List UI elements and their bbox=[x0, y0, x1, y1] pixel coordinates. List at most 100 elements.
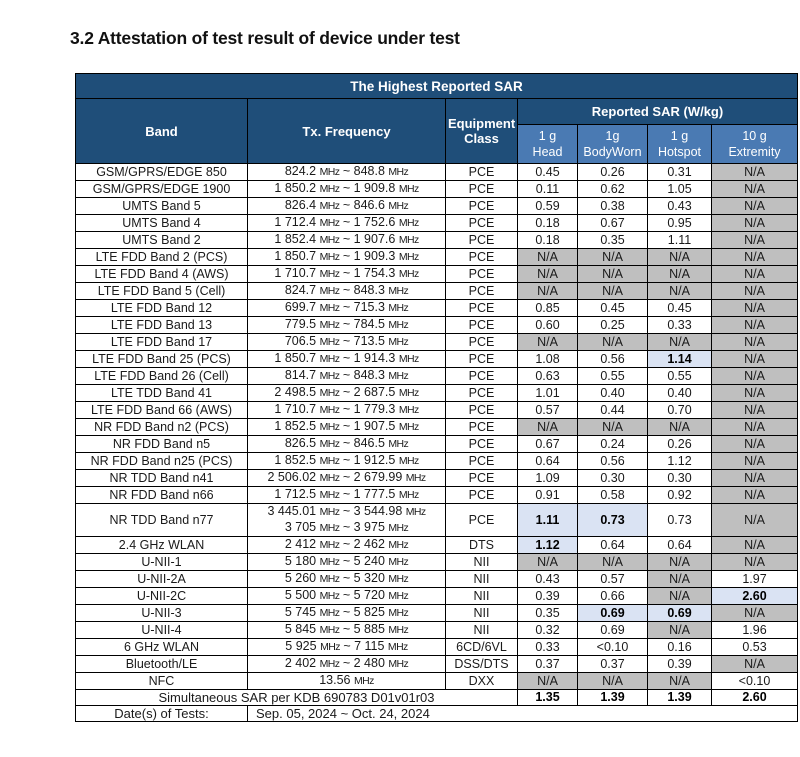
table-row: NR FDD Band n25 (PCS) 1 852.5 MHz ~ 1 912… bbox=[75, 452, 798, 470]
frequency-cell: 13.56 MHz bbox=[247, 672, 446, 690]
equipment-class-cell: PCE bbox=[445, 231, 518, 249]
sar-value-cell: 0.69 bbox=[647, 604, 712, 622]
sar-value-cell: 0.73 bbox=[577, 503, 648, 537]
frequency-cell: 2 506.02 MHz ~ 2 679.99 MHz bbox=[247, 469, 446, 487]
sar-value-cell: N/A bbox=[711, 163, 798, 181]
sar-value-cell: N/A bbox=[711, 401, 798, 419]
table-header: The Highest Reported SAR Band Tx. Freque… bbox=[75, 73, 798, 164]
frequency-line: 5 500 MHz ~ 5 720 MHz bbox=[284, 588, 409, 603]
frequency-unit: MHz bbox=[319, 421, 340, 433]
frequency-unit: MHz bbox=[319, 251, 340, 263]
sar-value-cell: 0.37 bbox=[517, 655, 578, 673]
table-row: U-NII-3 5 745 MHz ~ 5 825 MHz NII 0.35 0.69 0… bbox=[75, 604, 798, 622]
sar-value-cell: N/A bbox=[647, 621, 712, 639]
band-cell: 2.4 GHz WLAN bbox=[75, 536, 248, 554]
sar-value-cell: 0.95 bbox=[647, 214, 712, 232]
sar-value-cell: 1.11 bbox=[647, 231, 712, 249]
frequency-unit: MHz bbox=[319, 624, 340, 636]
sar-value-cell: 0.73 bbox=[647, 503, 712, 537]
sar-value-cell: N/A bbox=[711, 282, 798, 300]
frequency-unit: MHz bbox=[388, 658, 409, 670]
frequency-cell: 5 845 MHz ~ 5 885 MHz bbox=[247, 621, 446, 639]
frequency-unit: MHz bbox=[388, 200, 409, 212]
frequency-unit: MHz bbox=[319, 404, 340, 416]
frequency-line: 5 180 MHz ~ 5 240 MHz bbox=[284, 554, 409, 569]
frequency-cell: 5 260 MHz ~ 5 320 MHz bbox=[247, 570, 446, 588]
equipment-class-header: Equipment Class bbox=[445, 98, 518, 164]
frequency-cell: 1 850.7 MHz ~ 1 914.3 MHz bbox=[247, 350, 446, 368]
table-title-row: The Highest Reported SAR bbox=[75, 73, 798, 99]
sar-value-cell: N/A bbox=[647, 282, 712, 300]
sar-value-cell: 0.39 bbox=[517, 587, 578, 605]
frequency-unit: MHz bbox=[388, 624, 409, 636]
frequency-cell: 2 402 MHz ~ 2 480 MHz bbox=[247, 655, 446, 673]
sar-value-cell: N/A bbox=[647, 265, 712, 283]
sar-subheader-hotspot: 1 g Hotspot bbox=[647, 124, 712, 164]
sar-value-cell: 0.16 bbox=[647, 638, 712, 656]
equipment-class-cell: PCE bbox=[445, 384, 518, 402]
sar-value-cell: N/A bbox=[711, 350, 798, 368]
sar-value-cell: N/A bbox=[711, 503, 798, 537]
band-cell: NR FDD Band n25 (PCS) bbox=[75, 452, 248, 470]
band-cell: UMTS Band 4 bbox=[75, 214, 248, 232]
table-title: The Highest Reported SAR bbox=[75, 73, 798, 99]
sar-value-cell: 1.09 bbox=[517, 469, 578, 487]
sar-value-cell: N/A bbox=[517, 553, 578, 571]
sar-value-cell: 0.55 bbox=[577, 367, 648, 385]
frequency-unit: MHz bbox=[319, 336, 340, 348]
sar-value-cell: 0.62 bbox=[577, 180, 648, 198]
table-row: U-NII-1 5 180 MHz ~ 5 240 MHz NII N/A N/A N/A… bbox=[75, 553, 798, 571]
frequency-unit: MHz bbox=[405, 506, 426, 518]
sar-value-cell: N/A bbox=[647, 672, 712, 690]
sar-value-cell: N/A bbox=[711, 553, 798, 571]
frequency-unit: MHz bbox=[319, 166, 340, 178]
sar-value-cell: 0.64 bbox=[577, 536, 648, 554]
sar-value-cell: N/A bbox=[711, 469, 798, 487]
equipment-class-cell: PCE bbox=[445, 350, 518, 368]
frequency-cell: 3 445.01 MHz ~ 3 544.98 MHz 3 705 MHz ~ 3… bbox=[247, 503, 446, 537]
sar-value-cell: 0.57 bbox=[517, 401, 578, 419]
frequency-header: Tx. Frequency bbox=[247, 98, 446, 164]
band-cell: LTE FDD Band 17 bbox=[75, 333, 248, 351]
equipment-class-cell: PCE bbox=[445, 163, 518, 181]
frequency-unit: MHz bbox=[353, 675, 374, 687]
test-dates-value: Sep. 05, 2024 ~ Oct. 24, 2024 bbox=[247, 705, 798, 722]
table-row: LTE FDD Band 2 (PCS) 1 850.7 MHz ~ 1 909.… bbox=[75, 248, 798, 266]
sar-value-cell: N/A bbox=[711, 299, 798, 317]
sar-value-cell: 0.45 bbox=[517, 163, 578, 181]
band-cell: UMTS Band 2 bbox=[75, 231, 248, 249]
sar-value-cell: 0.67 bbox=[577, 214, 648, 232]
frequency-unit: MHz bbox=[388, 438, 409, 450]
sar-value-cell: N/A bbox=[711, 384, 798, 402]
frequency-unit: MHz bbox=[388, 556, 409, 568]
frequency-unit: MHz bbox=[319, 217, 340, 229]
frequency-unit: MHz bbox=[387, 641, 408, 653]
sar-value-cell: 0.66 bbox=[577, 587, 648, 605]
frequency-line: 1 710.7 MHz ~ 1 779.3 MHz bbox=[274, 402, 419, 417]
frequency-unit: MHz bbox=[319, 590, 340, 602]
frequency-cell: 1 710.7 MHz ~ 1 754.3 MHz bbox=[247, 265, 446, 283]
frequency-unit: MHz bbox=[319, 302, 340, 314]
table-row: NR FDD Band n2 (PCS) 1 852.5 MHz ~ 1 907.… bbox=[75, 418, 798, 436]
sar-subheader-extremity: 10 g Extremity bbox=[711, 124, 798, 164]
sar-value-cell: N/A bbox=[711, 452, 798, 470]
sar-subheader-bodyworn: 1g BodyWorn bbox=[577, 124, 648, 164]
simultaneous-sar-label: Simultaneous SAR per KDB 690783 D01v01r0… bbox=[75, 689, 518, 706]
page-title: 3.2 Attestation of test result of device… bbox=[70, 28, 460, 48]
sar-value-cell: N/A bbox=[577, 248, 648, 266]
sar-value-cell: 1.08 bbox=[517, 350, 578, 368]
sar-value-cell: N/A bbox=[577, 265, 648, 283]
sar-value-cell: 1.96 bbox=[711, 621, 798, 639]
equipment-class-cell: NII bbox=[445, 587, 518, 605]
sar-value-cell: 0.26 bbox=[577, 163, 648, 181]
sar-value-cell: N/A bbox=[517, 265, 578, 283]
sar-value-cell: 0.59 bbox=[517, 197, 578, 215]
sar-value-cell: N/A bbox=[711, 214, 798, 232]
sar-value-cell: 0.64 bbox=[517, 452, 578, 470]
frequency-unit: MHz bbox=[319, 438, 340, 450]
sar-value-cell: 0.31 bbox=[647, 163, 712, 181]
frequency-line: 1 852.5 MHz ~ 1 907.5 MHz bbox=[274, 419, 419, 434]
band-cell: U-NII-3 bbox=[75, 604, 248, 622]
sar-value-cell: 0.39 bbox=[647, 655, 712, 673]
